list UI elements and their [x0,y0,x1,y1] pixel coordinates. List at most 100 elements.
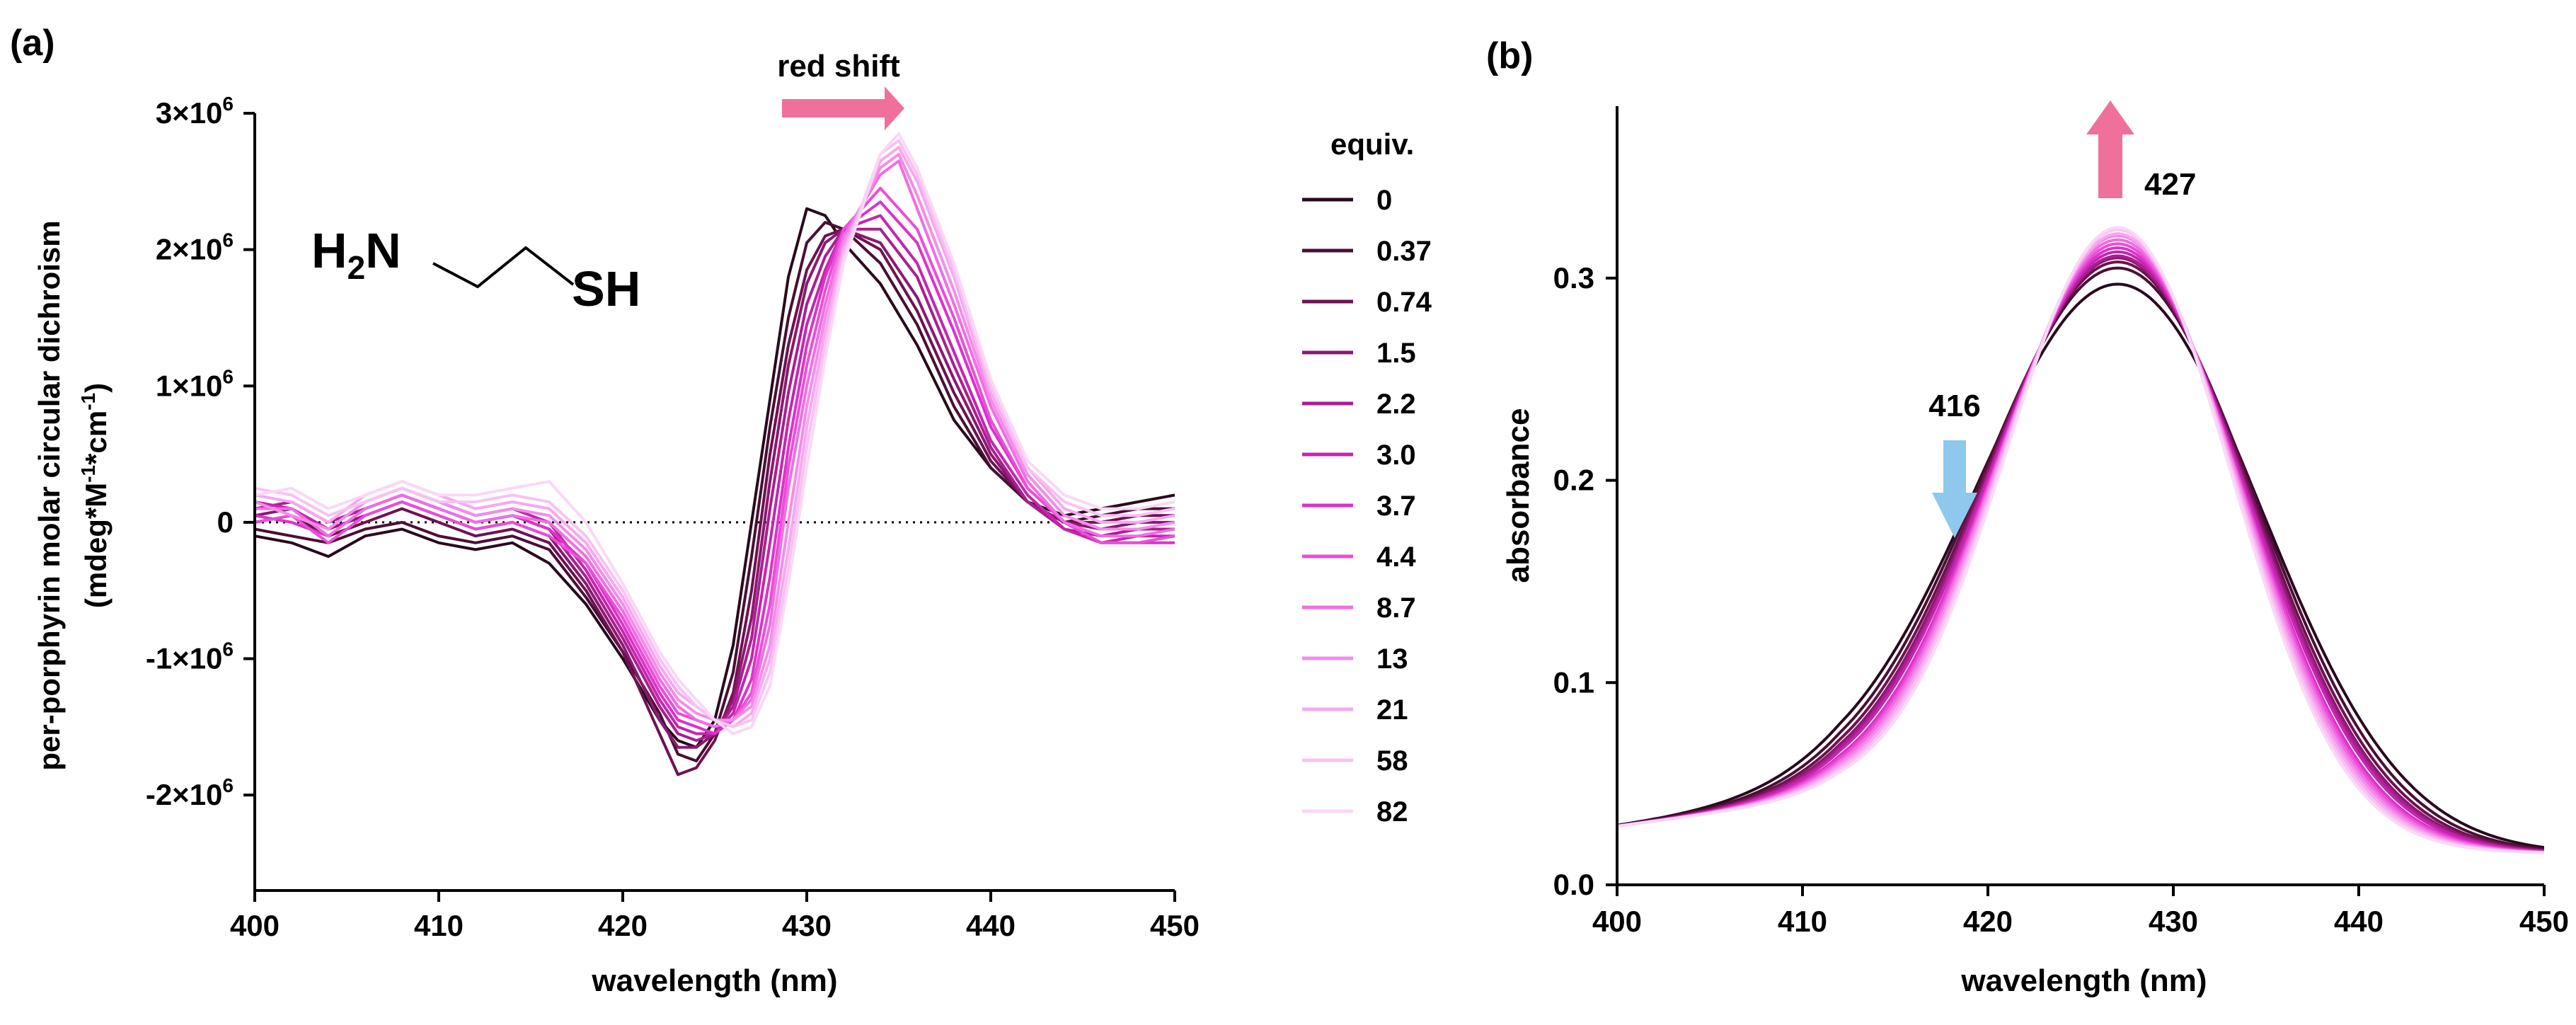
legend-item: 1.5 [1302,338,1416,369]
absorbance-series-line [1617,254,2544,853]
red-shift-arrow-shaft [782,99,888,118]
legend-item: 8.7 [1302,592,1416,624]
down-arrow-shaft [1943,440,1966,496]
panel-b-axes [1616,106,2544,886]
y-tick-label: 1×106 [156,365,234,402]
cd-series-line [254,221,1175,762]
cd-series-line [255,159,1175,728]
legend-label: 1.5 [1376,338,1416,369]
legend-item: 82 [1302,796,1408,828]
absorbance-series-line [1617,250,2544,853]
y-tick-label: 0.1 [1553,665,1594,699]
legend-items: 0 0.37 0.74 1.5 2.2 3.0 3.7 4.4 8.7 13 21 58 82 [1302,185,1432,828]
legend-item: 0 [1302,185,1392,216]
x-tick-label: 430 [782,909,832,942]
panel-a-axes [253,113,1175,892]
cd-series-group [254,132,1175,777]
cd-series-line [254,227,1175,777]
panel-b-x-ticks: 400 410 420 430 440 450 [1592,885,2569,938]
y-tick-label: 0.0 [1553,868,1594,901]
absorbance-series-line [1617,246,2544,854]
x-tick-label: 400 [230,909,280,942]
down-arrow-head [1932,493,1977,538]
absorbance-series-line [1617,242,2544,854]
absorbance-series-line [1617,226,2544,854]
up-arrow-head [2086,101,2134,134]
absorbance-series-group [1617,226,2544,854]
legend-label: 3.7 [1376,491,1416,522]
panel-a-y-ticks: -2×106 -1×106 0 1×106 2×106 3×106 [146,93,255,811]
x-tick-label: 410 [414,909,464,942]
panel-b-x-axis-label: wavelength (nm) [1960,963,2207,998]
peak-427-annotation: 427 [2086,101,2196,202]
y-tick-label: 0.2 [1553,464,1594,497]
cysteamine-structure: H2N SH [311,223,640,316]
panel-b-y-ticks: 0.0 0.1 0.2 0.3 [1553,261,1617,901]
cd-series-line [254,132,1175,735]
y-tick-label: 0.3 [1553,261,1594,294]
red-shift-arrow-head [885,86,904,130]
panel-a: (a) 400 410 420 430 440 450 -2×106 -1×106 0 1×10… [10,23,1432,998]
panel-a-label: (a) [10,23,55,64]
legend-item: 13 [1302,643,1408,675]
cd-series-line [254,146,1175,728]
legend-label: 13 [1376,643,1408,675]
x-tick-label: 430 [2149,905,2198,938]
peak-427-label: 427 [2144,167,2196,202]
x-tick-label: 440 [966,909,1016,942]
x-tick-label: 450 [2519,905,2569,938]
legend-item: 2.2 [1302,389,1416,420]
red-shift-annotation: red shift [777,49,904,130]
panel-b: (b) 400 410 420 430 440 450 0.0 0.1 0.2 0.3 wave… [1486,35,2569,998]
legend-item: 3.7 [1302,491,1416,522]
x-tick-label: 400 [1592,905,1642,938]
legend-label: 0 [1376,185,1392,216]
legend-item: 0.37 [1302,236,1432,267]
legend-label: 0.37 [1376,236,1432,267]
panel-b-y-axis-label: absorbance [1501,408,1536,583]
legend-item: 3.0 [1302,440,1416,471]
legend: equiv. 0 0.37 0.74 1.5 2.2 3.0 3.7 4.4 8.7 13 21 58… [1302,127,1432,828]
panel-a-x-axis-label: wavelength (nm) [591,963,837,998]
absorbance-series-line [1617,282,2544,849]
y-tick-label: -1×106 [146,639,234,675]
shoulder-416-annotation: 416 [1928,389,1981,538]
cd-series-line [254,139,1175,728]
up-arrow-shaft [2098,131,2122,198]
y-tick-label: 0 [217,505,234,539]
molecule-bonds [432,246,575,289]
legend-label: 2.2 [1376,389,1416,420]
molecule-thiol: SH [572,261,640,316]
molecule-amine: H2N [311,223,401,286]
panel-a-y-axis-label: per-porphyrin molar circular dichroism [33,220,66,770]
legend-title: equiv. [1330,127,1414,161]
shoulder-416-label: 416 [1928,389,1980,423]
red-shift-label: red shift [777,49,900,84]
legend-item: 4.4 [1302,542,1416,573]
legend-label: 4.4 [1376,542,1416,573]
absorbance-series-line [1617,228,2544,854]
x-tick-label: 440 [2334,905,2384,938]
absorbance-series-line [1617,234,2544,854]
legend-label: 21 [1376,694,1408,726]
y-tick-label: 2×106 [156,229,234,266]
x-tick-label: 420 [1963,905,2013,938]
legend-item: 58 [1302,745,1408,777]
panel-a-x-ticks: 400 410 420 430 440 450 [230,891,1200,942]
x-tick-label: 410 [1778,905,1827,938]
legend-label: 3.0 [1376,440,1416,471]
absorbance-series-line [1617,266,2544,851]
panel-b-label: (b) [1486,35,1533,76]
y-tick-label: 3×106 [156,93,234,130]
absorbance-series-line [1617,231,2544,854]
legend-label: 58 [1376,745,1408,777]
legend-item: 0.74 [1302,287,1432,318]
panel-a-y-axis-label-units: (mdeg*M-1*cm-1) [77,383,113,608]
legend-item: 21 [1302,694,1408,726]
cd-series-line [254,152,1175,722]
legend-label: 82 [1376,796,1408,828]
legend-label: 0.74 [1376,287,1432,318]
y-tick-label: -2×106 [146,774,234,811]
absorbance-series-line [1617,238,2544,854]
